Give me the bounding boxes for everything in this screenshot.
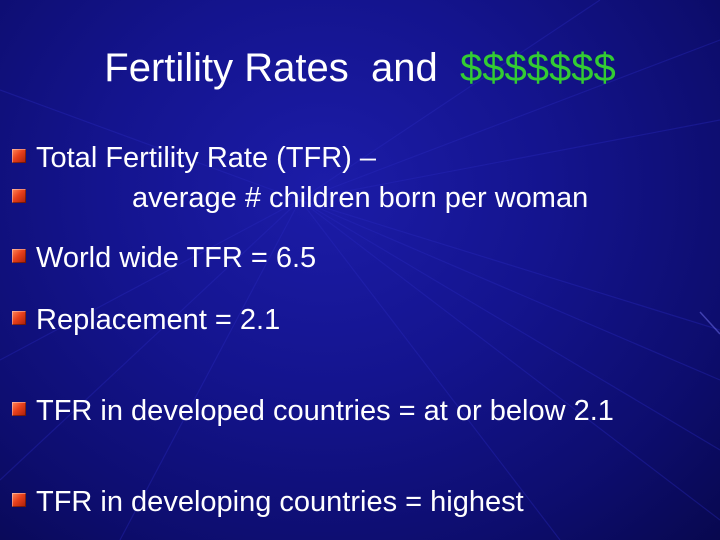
bullet-item-developed-countries: TFR in developed countries = at or below… bbox=[12, 394, 712, 430]
bullet-square-icon bbox=[12, 249, 26, 263]
bullet-item-tfr-description: average # children born per woman bbox=[12, 181, 712, 217]
bullet-text: Replacement = 2.1 bbox=[36, 304, 281, 336]
bullet-item-developing-countries: TFR in developing countries = highest bbox=[12, 485, 712, 521]
bullet-text: average # children born per woman bbox=[132, 182, 589, 214]
title-dollar-signs: $$$$$$$ bbox=[459, 46, 616, 90]
bullet-square-icon bbox=[12, 311, 26, 325]
bullet-square-icon bbox=[12, 149, 26, 163]
bullet-square-icon bbox=[12, 493, 26, 507]
bullet-item-world-tfr: World wide TFR = 6.5 bbox=[12, 241, 712, 277]
bullet-square-icon bbox=[12, 189, 26, 203]
bullet-square-icon bbox=[12, 402, 26, 416]
bullet-text: TFR in developed countries = at or below… bbox=[36, 395, 614, 427]
bullet-text: TFR in developing countries = highest bbox=[36, 486, 524, 518]
bullet-item-replacement: Replacement = 2.1 bbox=[12, 303, 712, 339]
bullet-item-tfr-definition: Total Fertility Rate (TFR) – bbox=[12, 141, 712, 177]
title-main-text: Fertility Rates and bbox=[104, 46, 460, 90]
slide-title: Fertility Rates and $$$$$$$ bbox=[0, 44, 720, 92]
bullet-text: World wide TFR = 6.5 bbox=[36, 242, 317, 274]
bullet-text: Total Fertility Rate (TFR) – bbox=[36, 142, 376, 174]
